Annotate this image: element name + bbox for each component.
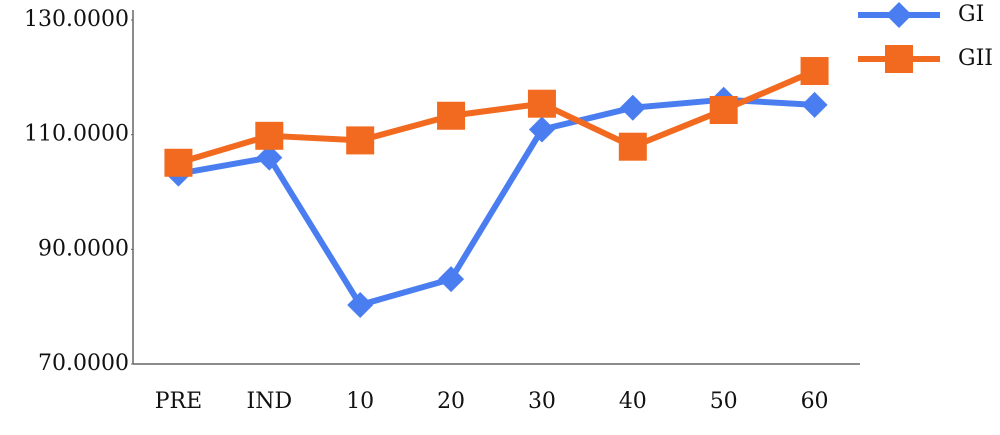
series-line	[177, 96, 815, 308]
legend-label: GII	[958, 46, 993, 71]
data-point	[618, 132, 647, 161]
data-point	[255, 121, 284, 150]
x-tick-label: PRE	[155, 389, 202, 414]
x-tick-label: 50	[710, 389, 738, 414]
y-tick-label: 90.0000	[38, 236, 129, 261]
data-point	[709, 96, 738, 125]
data-point	[438, 266, 465, 293]
x-tick-label: 20	[437, 389, 465, 414]
x-tick-label: 30	[528, 389, 556, 414]
x-tick-label: IND	[247, 389, 293, 414]
data-point	[528, 116, 555, 143]
legend-marker	[886, 2, 912, 28]
series-line	[177, 68, 816, 166]
legend-label: GI	[958, 2, 984, 27]
data-point	[256, 144, 283, 171]
data-point	[801, 91, 828, 118]
x-tick-label: 60	[801, 389, 829, 414]
data-point	[527, 89, 556, 118]
data-point	[164, 148, 193, 177]
data-point	[800, 57, 829, 86]
data-point	[437, 101, 466, 130]
data-point	[619, 94, 646, 121]
x-tick-label: 10	[346, 389, 374, 414]
legend-marker	[885, 45, 913, 73]
data-point	[347, 291, 374, 318]
y-tick-label: 110.0000	[24, 122, 129, 147]
y-tick-label: 70.0000	[38, 351, 129, 376]
data-point	[346, 126, 375, 155]
y-tick-label: 130.0000	[24, 7, 129, 32]
x-tick-label: 40	[619, 389, 647, 414]
